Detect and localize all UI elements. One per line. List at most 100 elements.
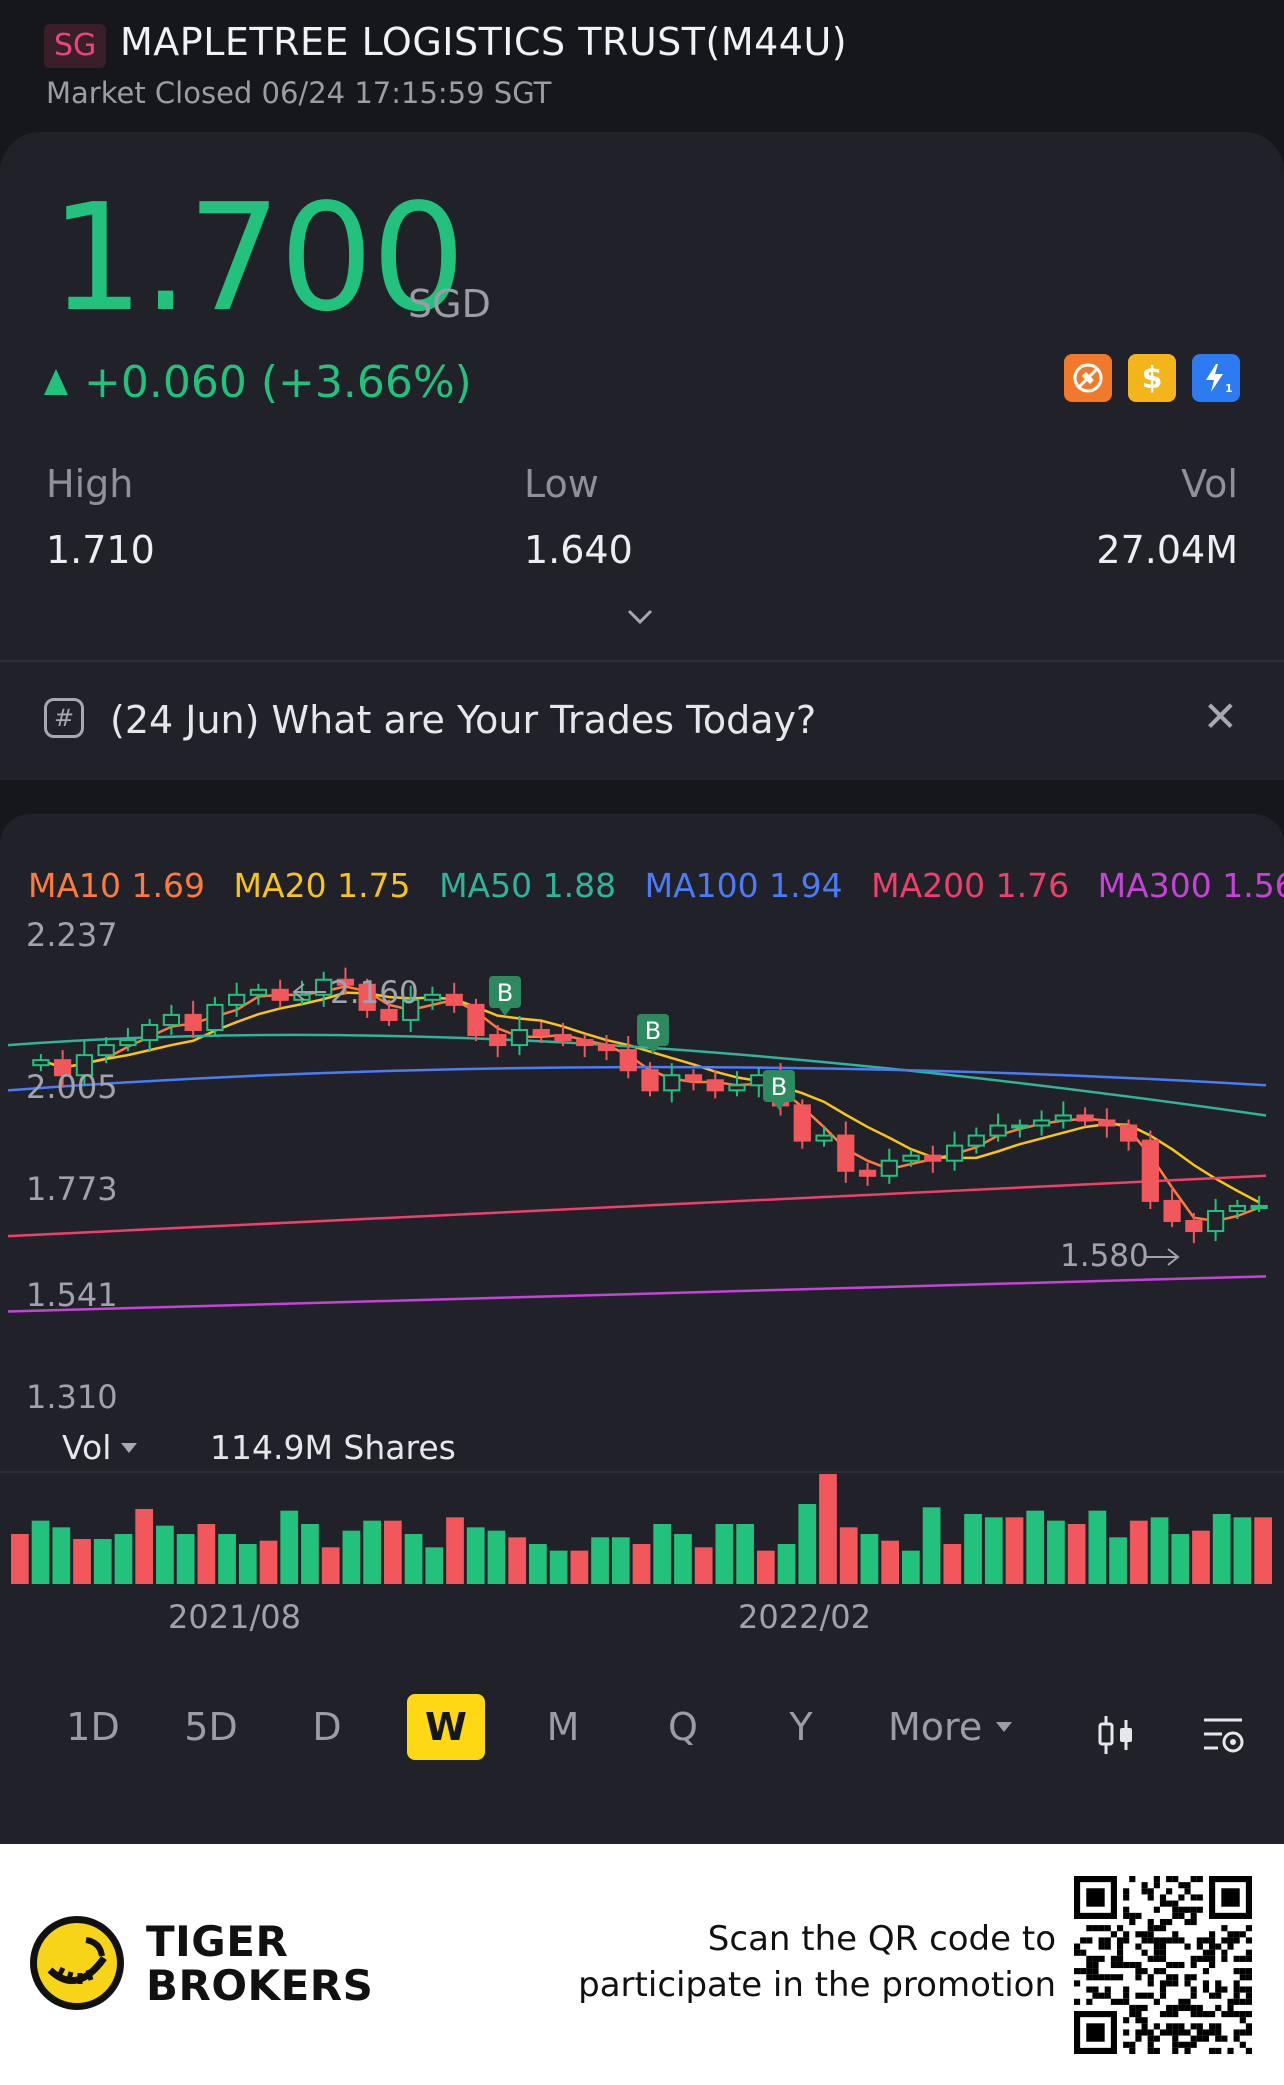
tab-m[interactable]: M — [546, 1705, 580, 1749]
qr-module — [1153, 1876, 1160, 1883]
qr-module — [1147, 1918, 1154, 1926]
qr-module — [1098, 1974, 1105, 1981]
volume-bar — [93, 1539, 112, 1584]
candle-up — [402, 998, 420, 1021]
qr-module — [1215, 2004, 1222, 2012]
qr-module — [1129, 2011, 1136, 2018]
price-chart[interactable]: 2.160 1.580 B B B — [0, 814, 1284, 1674]
qr-finder — [1086, 2023, 1105, 2042]
qr-module — [1233, 2029, 1240, 2036]
price-change-text: +0.060 (+3.66%) — [84, 357, 472, 408]
tab-more[interactable]: More — [888, 1694, 1028, 1760]
candle-up — [32, 1059, 50, 1067]
volume-bar — [1005, 1517, 1024, 1584]
qr-module — [1245, 1974, 1252, 1981]
qr-module — [1123, 2029, 1130, 2036]
tab-5d[interactable]: 5D — [184, 1705, 238, 1749]
candle-down — [1141, 1139, 1159, 1202]
y-axis-label: 1.541 — [26, 1276, 118, 1314]
tab-1d[interactable]: 1D — [66, 1705, 120, 1749]
qr-module — [1166, 2004, 1173, 2012]
chevron-down-icon[interactable] — [626, 602, 654, 630]
market-badge: SG — [44, 24, 107, 68]
qr-module — [1166, 2023, 1173, 2030]
qr-module — [1166, 1876, 1173, 1883]
qr-module — [1239, 1986, 1246, 1993]
qr-module — [1123, 1894, 1130, 1901]
qr-module — [1202, 1968, 1210, 1975]
candle-down — [532, 1029, 550, 1037]
candle-down — [489, 1034, 507, 1047]
candlestick-icon[interactable] — [1094, 1712, 1140, 1758]
qr-module — [1227, 2011, 1234, 2018]
qr-module — [1123, 1888, 1130, 1895]
qr-module — [1245, 2029, 1252, 2036]
qr-module — [1172, 1937, 1179, 1944]
low-value: 1.640 — [524, 528, 633, 572]
candle-up — [228, 993, 246, 1006]
tab-d[interactable]: D — [312, 1705, 342, 1749]
chart-settings-icon[interactable] — [1200, 1712, 1246, 1758]
candle-down — [54, 1059, 72, 1077]
qr-module — [1166, 2011, 1173, 2018]
qr-module — [1245, 1955, 1252, 1962]
close-icon[interactable]: ✕ — [1202, 692, 1238, 741]
topic-banner[interactable]: (24 Jun) What are Your Trades Today? — [110, 698, 817, 742]
volume-bar — [756, 1550, 775, 1584]
lightning-1-icon[interactable]: 1 — [1192, 354, 1240, 402]
tab-q[interactable]: Q — [668, 1705, 698, 1749]
volume-bar — [1212, 1514, 1231, 1584]
candle-down — [271, 988, 289, 1001]
qr-module — [1123, 1931, 1130, 1938]
qr-module — [1172, 1931, 1179, 1938]
qr-module — [1215, 1980, 1222, 1987]
volume-indicator-select[interactable]: Vol — [62, 1428, 138, 1467]
caret-down-icon — [996, 1722, 1013, 1732]
buy-marker-3: B — [763, 1070, 795, 1110]
qr-module — [1172, 1912, 1179, 1919]
qr-module — [1074, 1980, 1081, 1987]
qr-module — [1227, 2004, 1234, 2012]
qr-module — [1153, 1906, 1160, 1913]
vol-value: 27.04M — [1096, 528, 1238, 572]
qr-module — [1129, 2004, 1136, 2012]
qr-module — [1245, 1968, 1252, 1975]
candle-up — [1032, 1119, 1051, 1127]
qr-module — [1147, 1925, 1154, 1932]
qr-module — [1196, 1955, 1203, 1962]
candle-up — [989, 1124, 1007, 1137]
qr-module — [1209, 2047, 1216, 2054]
qr-module — [1098, 1937, 1105, 1944]
qr-module — [1159, 1918, 1167, 1926]
qr-module — [1184, 2047, 1191, 2054]
qr-module — [1202, 2035, 1210, 2042]
qr-module — [1190, 1918, 1197, 1926]
candle-up — [1228, 1204, 1246, 1212]
price-change: +0.060 (+3.66%) — [44, 357, 472, 408]
qr-module — [1135, 1961, 1142, 1969]
volume-bar — [819, 1474, 837, 1584]
qr-module — [1202, 1980, 1210, 1987]
buy-marker-label: B — [771, 1073, 787, 1101]
qr-module — [1110, 1961, 1117, 1969]
tab-w[interactable]: W — [407, 1694, 485, 1760]
tab-y[interactable]: Y — [789, 1705, 813, 1749]
qr-module — [1074, 1949, 1081, 1956]
candle-down — [1098, 1119, 1116, 1127]
qr-module — [1141, 1949, 1148, 1956]
qr-module — [1135, 2004, 1142, 2012]
qr-module — [1209, 1949, 1216, 1956]
qr-module — [1190, 1955, 1197, 1962]
volume-bar — [611, 1537, 630, 1584]
qr-module — [1123, 1998, 1130, 2005]
qr-module — [1239, 1998, 1246, 2005]
candle-down — [1163, 1199, 1181, 1223]
dollar-icon[interactable]: $ — [1128, 354, 1176, 402]
volume-bar — [363, 1520, 381, 1584]
no-short-icon[interactable] — [1064, 354, 1112, 402]
qr-code[interactable] — [1074, 1876, 1252, 2054]
volume-bar — [259, 1540, 278, 1584]
volume-bar — [1109, 1537, 1127, 1584]
candle-up — [75, 1054, 93, 1077]
volume-bar — [549, 1550, 568, 1584]
